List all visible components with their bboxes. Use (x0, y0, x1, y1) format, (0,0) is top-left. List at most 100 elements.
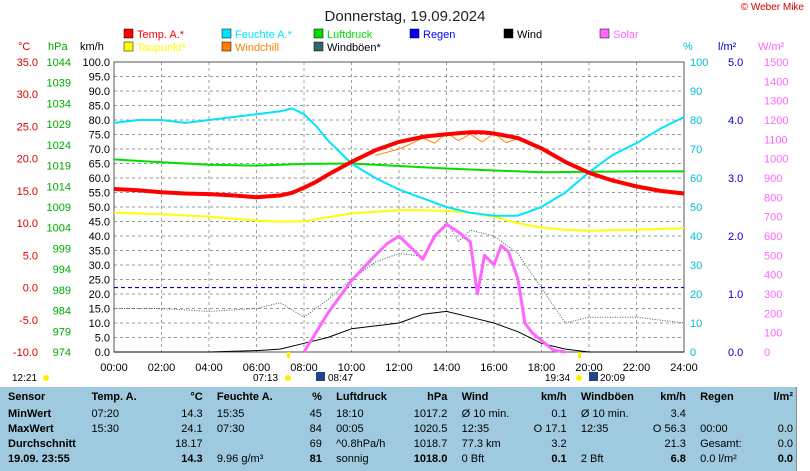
pressure-tick-label: 1009 (47, 202, 71, 214)
humidity-tick-label: 100 (690, 57, 708, 69)
stats-cell-t-val: 14.3 (181, 453, 203, 465)
solar-tick-label: 900 (764, 173, 782, 185)
stats-cell-p-time: 18:10 (336, 408, 364, 420)
wind-tick-label: 15.0 (89, 304, 110, 316)
temp-tick-label: 30.0 (17, 89, 38, 101)
stats-header-rain-unit: l/m² (773, 391, 793, 403)
credit-label: © Weber Mike (740, 2, 804, 13)
stats-cell-h-time: 15:35 (216, 408, 245, 420)
solar-tick-label: 500 (764, 250, 782, 262)
x-tick-label: 10:00 (338, 362, 366, 374)
sunset-tick (578, 352, 581, 358)
wind-tick-label: 55.0 (89, 188, 110, 200)
wind-tick-label: 70.0 (89, 144, 110, 156)
stats-cell-g-val: 3.4 (670, 408, 686, 420)
legend-swatch (123, 41, 134, 52)
temp-tick-label: 15.0 (17, 186, 38, 198)
stats-header-gust-unit: km/h (660, 391, 686, 403)
solar-tick-label: 100 (764, 328, 782, 340)
x-tick-label: 00:00 (100, 362, 128, 374)
stats-header-wind-unit: km/h (540, 391, 567, 403)
legend: Temp. A.* Feuchte A.* Luftdruck Regen Wind So… (123, 28, 639, 54)
stats-cell-p-val: 1018.0 (413, 453, 448, 465)
humidity-tick-label: 90 (690, 86, 702, 98)
solar-tick-label: 300 (764, 289, 782, 301)
wind-tick-label: 20.0 (89, 289, 110, 301)
stats-header-temp: Temp. A. (91, 391, 137, 403)
humidity-tick-label: 30 (690, 260, 702, 272)
x-tick-label: 16:00 (480, 362, 508, 374)
wind-tick-label: 30.0 (89, 260, 110, 272)
rain-tick-label: 0.0 (728, 347, 743, 359)
rain-tick-label: 3.0 (728, 173, 743, 185)
stats-cell-t-val: 14.3 (181, 408, 203, 420)
legend-label: Wind (517, 29, 542, 41)
stats-cell-g-label: 12:35 (580, 423, 609, 435)
time-markers: 12:21 07:13 08:47 19:34 20:09 (12, 352, 625, 384)
stats-cell-label: MinWert (8, 408, 52, 420)
humidity-tick-label: 10 (690, 318, 702, 330)
stats-cell-w-label: 0 Bft (461, 453, 485, 465)
solar-tick-label: 1500 (764, 57, 788, 69)
legend-label: Temp. A.* (137, 29, 185, 41)
stats-cell-w-label: 77.3 km (461, 438, 501, 450)
stats-cell-h-time: 07:30 (216, 423, 245, 435)
x-ticks: 00:00 02:00 04:00 06:00 08:00 10:00 12:00 14:00… (100, 362, 698, 374)
legend-label: Regen (423, 29, 455, 41)
stats-cell-g-label (578, 437, 642, 452)
stats-header-press: Luftdruck (336, 391, 387, 403)
series-line-taupunkt (113, 209, 685, 232)
stats-header-hum-unit: % (312, 391, 322, 403)
temp-tick-label: -10.0 (13, 347, 38, 359)
left-time-label: 12:21 (12, 373, 37, 384)
temp-tick-label: 10.0 (17, 218, 38, 230)
stats-cell-w-val: O 17.1 (533, 423, 567, 435)
pressure-tick-label: 1044 (47, 57, 71, 69)
wind-tick-label: 35.0 (89, 246, 110, 258)
wind-unit-label: km/h (80, 41, 104, 53)
wind-tick-label: 75.0 (89, 130, 110, 142)
stats-cell-p-time: 00:05 (336, 423, 364, 435)
stats-cell-h-time (214, 437, 290, 452)
legend-swatch (409, 28, 420, 39)
stats-cell-g-val: 21.3 (664, 438, 686, 450)
x-tick-label: 18:00 (528, 362, 556, 374)
stats-cell-h-val: 81 (309, 453, 322, 465)
temp-tick-label: -5.0 (19, 315, 38, 327)
temp-tick-label: 20.0 (17, 154, 38, 166)
solar-tick-label: 0 (764, 347, 770, 359)
x-tick-label: 06:00 (243, 362, 271, 374)
stats-cell-label: 19.09. 23:55 (8, 453, 70, 465)
chart-title: Donnerstag, 19.09.2024 (325, 8, 486, 25)
stats-cell-g-label: Ø 10 min. (580, 408, 629, 420)
humidity-tick-label: 80 (690, 115, 702, 127)
rain-tick-label: 2.0 (728, 231, 743, 243)
legend-swatch (123, 28, 134, 39)
stats-row: MinWert 07:20 14.3 15:35 45 18:10 1017.2 Ø 10 m… (0, 407, 796, 422)
temp-unit-label: °C (18, 41, 30, 53)
stats-cell-t-time: 15:30 (91, 423, 119, 435)
pressure-tick-label: 994 (53, 264, 71, 276)
stats-cell-h-time: 9.96 g/m³ (216, 453, 264, 465)
grid (113, 61, 685, 353)
wind-tick-label: 60.0 (89, 173, 110, 185)
stats-cell-r-val: 0.0 (777, 423, 793, 435)
stats-header-sensor: Sensor (8, 391, 46, 403)
temp-tick-label: 25.0 (17, 121, 38, 133)
x-tick-label: 14:00 (433, 362, 461, 374)
wind-tick-label: 10.0 (89, 318, 110, 330)
solar-tick-label: 800 (764, 192, 782, 204)
legend-swatch (599, 28, 610, 39)
wind-tick-label: 90.0 (89, 86, 110, 98)
pressure-tick-label: 1039 (47, 78, 71, 90)
legend-label: Windböen* (327, 42, 382, 54)
pressure-tick-label: 979 (53, 326, 71, 338)
stats-row: MaxWert 15:30 24.1 07:30 84 00:05 1020.5 12:35 O… (0, 422, 796, 437)
solar-tick-label: 1200 (764, 115, 788, 127)
stats-cell-p-time: sonnig (336, 453, 369, 465)
temp-tick-label: 5.0 (23, 250, 38, 262)
stats-header-hum: Feuchte A. (216, 391, 273, 403)
stats-cell-t-time: 07:20 (91, 408, 119, 420)
temp-tick-label: 35.0 (17, 57, 38, 69)
solar-tick-label: 1400 (764, 76, 788, 88)
